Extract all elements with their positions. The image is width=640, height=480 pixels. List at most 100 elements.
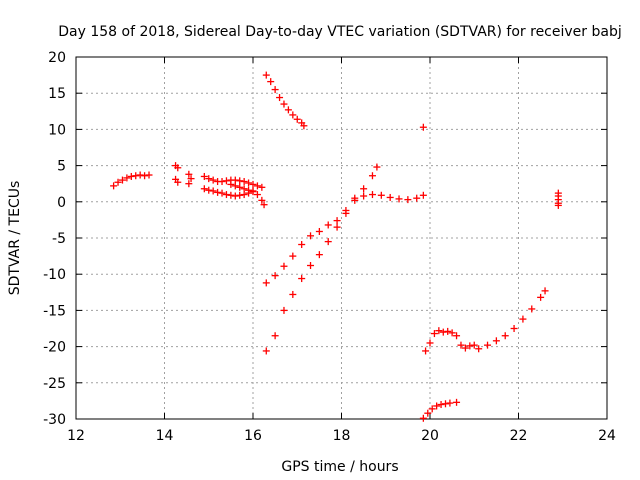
data-point <box>298 275 306 283</box>
data-point <box>433 402 441 410</box>
data-point <box>253 182 261 190</box>
y-tick-label: -20 <box>43 340 66 356</box>
series-arc-10 <box>422 287 549 355</box>
series-arc-12 <box>554 189 562 209</box>
data-point <box>118 176 126 184</box>
data-point <box>141 172 149 180</box>
data-point <box>537 293 545 301</box>
data-point <box>386 193 394 201</box>
x-tick-label: 18 <box>333 428 351 444</box>
data-point <box>222 191 230 199</box>
data-point <box>453 398 461 406</box>
data-point <box>422 347 430 355</box>
data-point <box>200 172 208 180</box>
data-point <box>428 405 436 413</box>
data-point <box>136 171 144 179</box>
y-tick-label: -30 <box>43 412 66 428</box>
data-point <box>307 262 315 270</box>
data-point <box>284 106 292 114</box>
data-point <box>368 172 376 180</box>
data-point <box>231 192 239 200</box>
data-point <box>457 341 465 349</box>
data-point <box>360 185 368 193</box>
series-arc-5 <box>227 180 268 209</box>
y-tick-label: -5 <box>52 231 66 247</box>
axis-ticks: 12 14 16 18 20 22 24 -30 -25 -20 -15 -10 -5 0 5 10 15 20 <box>43 50 616 444</box>
data-point <box>333 217 341 225</box>
x-tick-label: 16 <box>244 428 262 444</box>
data-point <box>351 194 359 202</box>
data-point <box>315 227 323 235</box>
x-tick-label: 14 <box>156 428 174 444</box>
series-arc-9 <box>419 123 427 131</box>
data-point <box>276 94 284 102</box>
data-point <box>289 290 297 298</box>
data-point <box>240 178 248 186</box>
x-axis-label: GPS time / hours <box>281 459 398 475</box>
data-point <box>541 287 549 295</box>
data-point <box>218 178 226 186</box>
data-point <box>475 345 483 353</box>
series-arc-8 <box>262 163 381 355</box>
data-point <box>289 252 297 260</box>
data-point <box>185 170 193 178</box>
data-point <box>245 179 253 187</box>
data-point <box>377 191 385 199</box>
data-point <box>519 315 527 323</box>
x-tick-label: 12 <box>67 428 85 444</box>
data-point <box>253 191 261 199</box>
data-point <box>240 185 248 193</box>
data-point <box>289 111 297 119</box>
data-point <box>554 201 562 209</box>
data-point <box>333 223 341 231</box>
data-point <box>324 238 332 246</box>
data-point <box>174 164 182 172</box>
data-point <box>187 175 195 183</box>
data-point <box>262 347 270 355</box>
data-point <box>205 175 213 183</box>
data-point <box>245 186 253 194</box>
y-tick-label: 10 <box>48 122 66 138</box>
data-point <box>227 180 235 188</box>
data-point <box>426 339 434 347</box>
data-point <box>419 191 427 199</box>
data-point <box>280 306 288 314</box>
data-point <box>448 329 456 337</box>
x-tick-label: 24 <box>598 428 616 444</box>
data-point <box>404 196 412 204</box>
data-point <box>492 337 500 345</box>
data-point <box>424 409 432 417</box>
data-point <box>218 189 226 197</box>
y-tick-label: -25 <box>43 376 66 392</box>
data-point <box>236 183 244 191</box>
data-point <box>258 183 266 191</box>
y-tick-label: 20 <box>48 50 66 66</box>
data-point <box>435 327 443 335</box>
grid <box>76 57 607 419</box>
data-point <box>501 332 509 340</box>
data-point <box>395 195 403 203</box>
data-point <box>280 100 288 108</box>
data-point <box>419 123 427 131</box>
data-point <box>342 209 350 217</box>
series-arc-7 <box>262 191 427 287</box>
y-tick-label: -15 <box>43 303 66 319</box>
data-point <box>222 177 230 185</box>
data-point <box>446 399 454 407</box>
data-point <box>484 341 492 349</box>
data-point <box>258 196 266 204</box>
data-point <box>280 262 288 270</box>
data-point <box>249 188 257 196</box>
chart-title: Day 158 of 2018, Sidereal Day-to-day VTE… <box>58 24 621 40</box>
data-point <box>260 201 268 209</box>
data-point <box>315 251 323 259</box>
series-arc-6 <box>262 71 308 130</box>
data-point <box>470 341 478 349</box>
y-tick-label: 5 <box>57 159 66 175</box>
y-tick-label: 15 <box>48 86 66 102</box>
data-point <box>419 414 427 422</box>
data-point <box>132 172 140 180</box>
data-point <box>123 174 131 182</box>
y-tick-label: -10 <box>43 267 66 283</box>
